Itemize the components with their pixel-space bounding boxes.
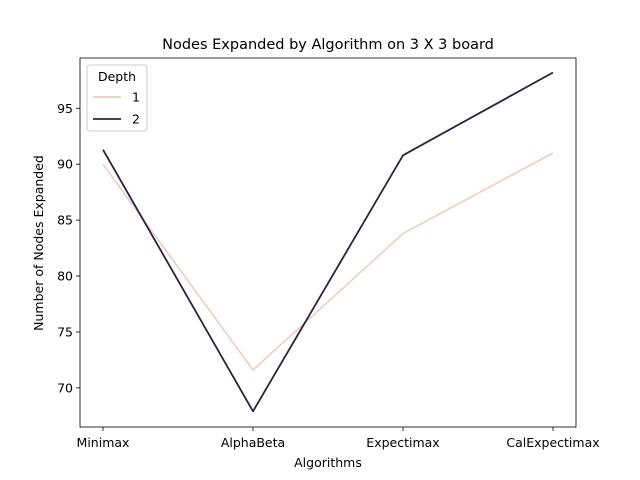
y-axis-label: Number of Nodes Expanded [31, 155, 46, 331]
y-tick-label: 80 [57, 269, 73, 284]
y-tick-label: 75 [57, 324, 73, 339]
legend-label-depth-1: 1 [132, 90, 140, 105]
legend-box [86, 64, 148, 132]
series-line-depth-1 [102, 152, 554, 371]
chart-title: Nodes Expanded by Algorithm on 3 X 3 boa… [162, 37, 494, 53]
series-lines [102, 71, 554, 413]
series-line-depth-2 [102, 71, 554, 413]
x-tick-label: AlphaBeta [221, 435, 285, 450]
x-tick-label: CalExpectimax [506, 435, 599, 450]
axes-frame [79, 57, 577, 428]
legend: Depth 1 2 [86, 64, 148, 132]
legend-title: Depth [98, 69, 136, 84]
x-tick-label: Minimax [77, 435, 130, 450]
y-tick-label: 95 [57, 101, 73, 116]
x-axis-label: Algorithms [294, 455, 362, 470]
y-tick-label: 70 [57, 380, 73, 395]
y-tick-label: 90 [57, 157, 73, 172]
y-tick-label: 85 [57, 213, 73, 228]
axis-ticks: Minimax AlphaBeta Expectimax CalExpectimax 7… [57, 101, 600, 450]
x-tick-label: Expectimax [366, 435, 439, 450]
legend-label-depth-2: 2 [132, 112, 140, 127]
